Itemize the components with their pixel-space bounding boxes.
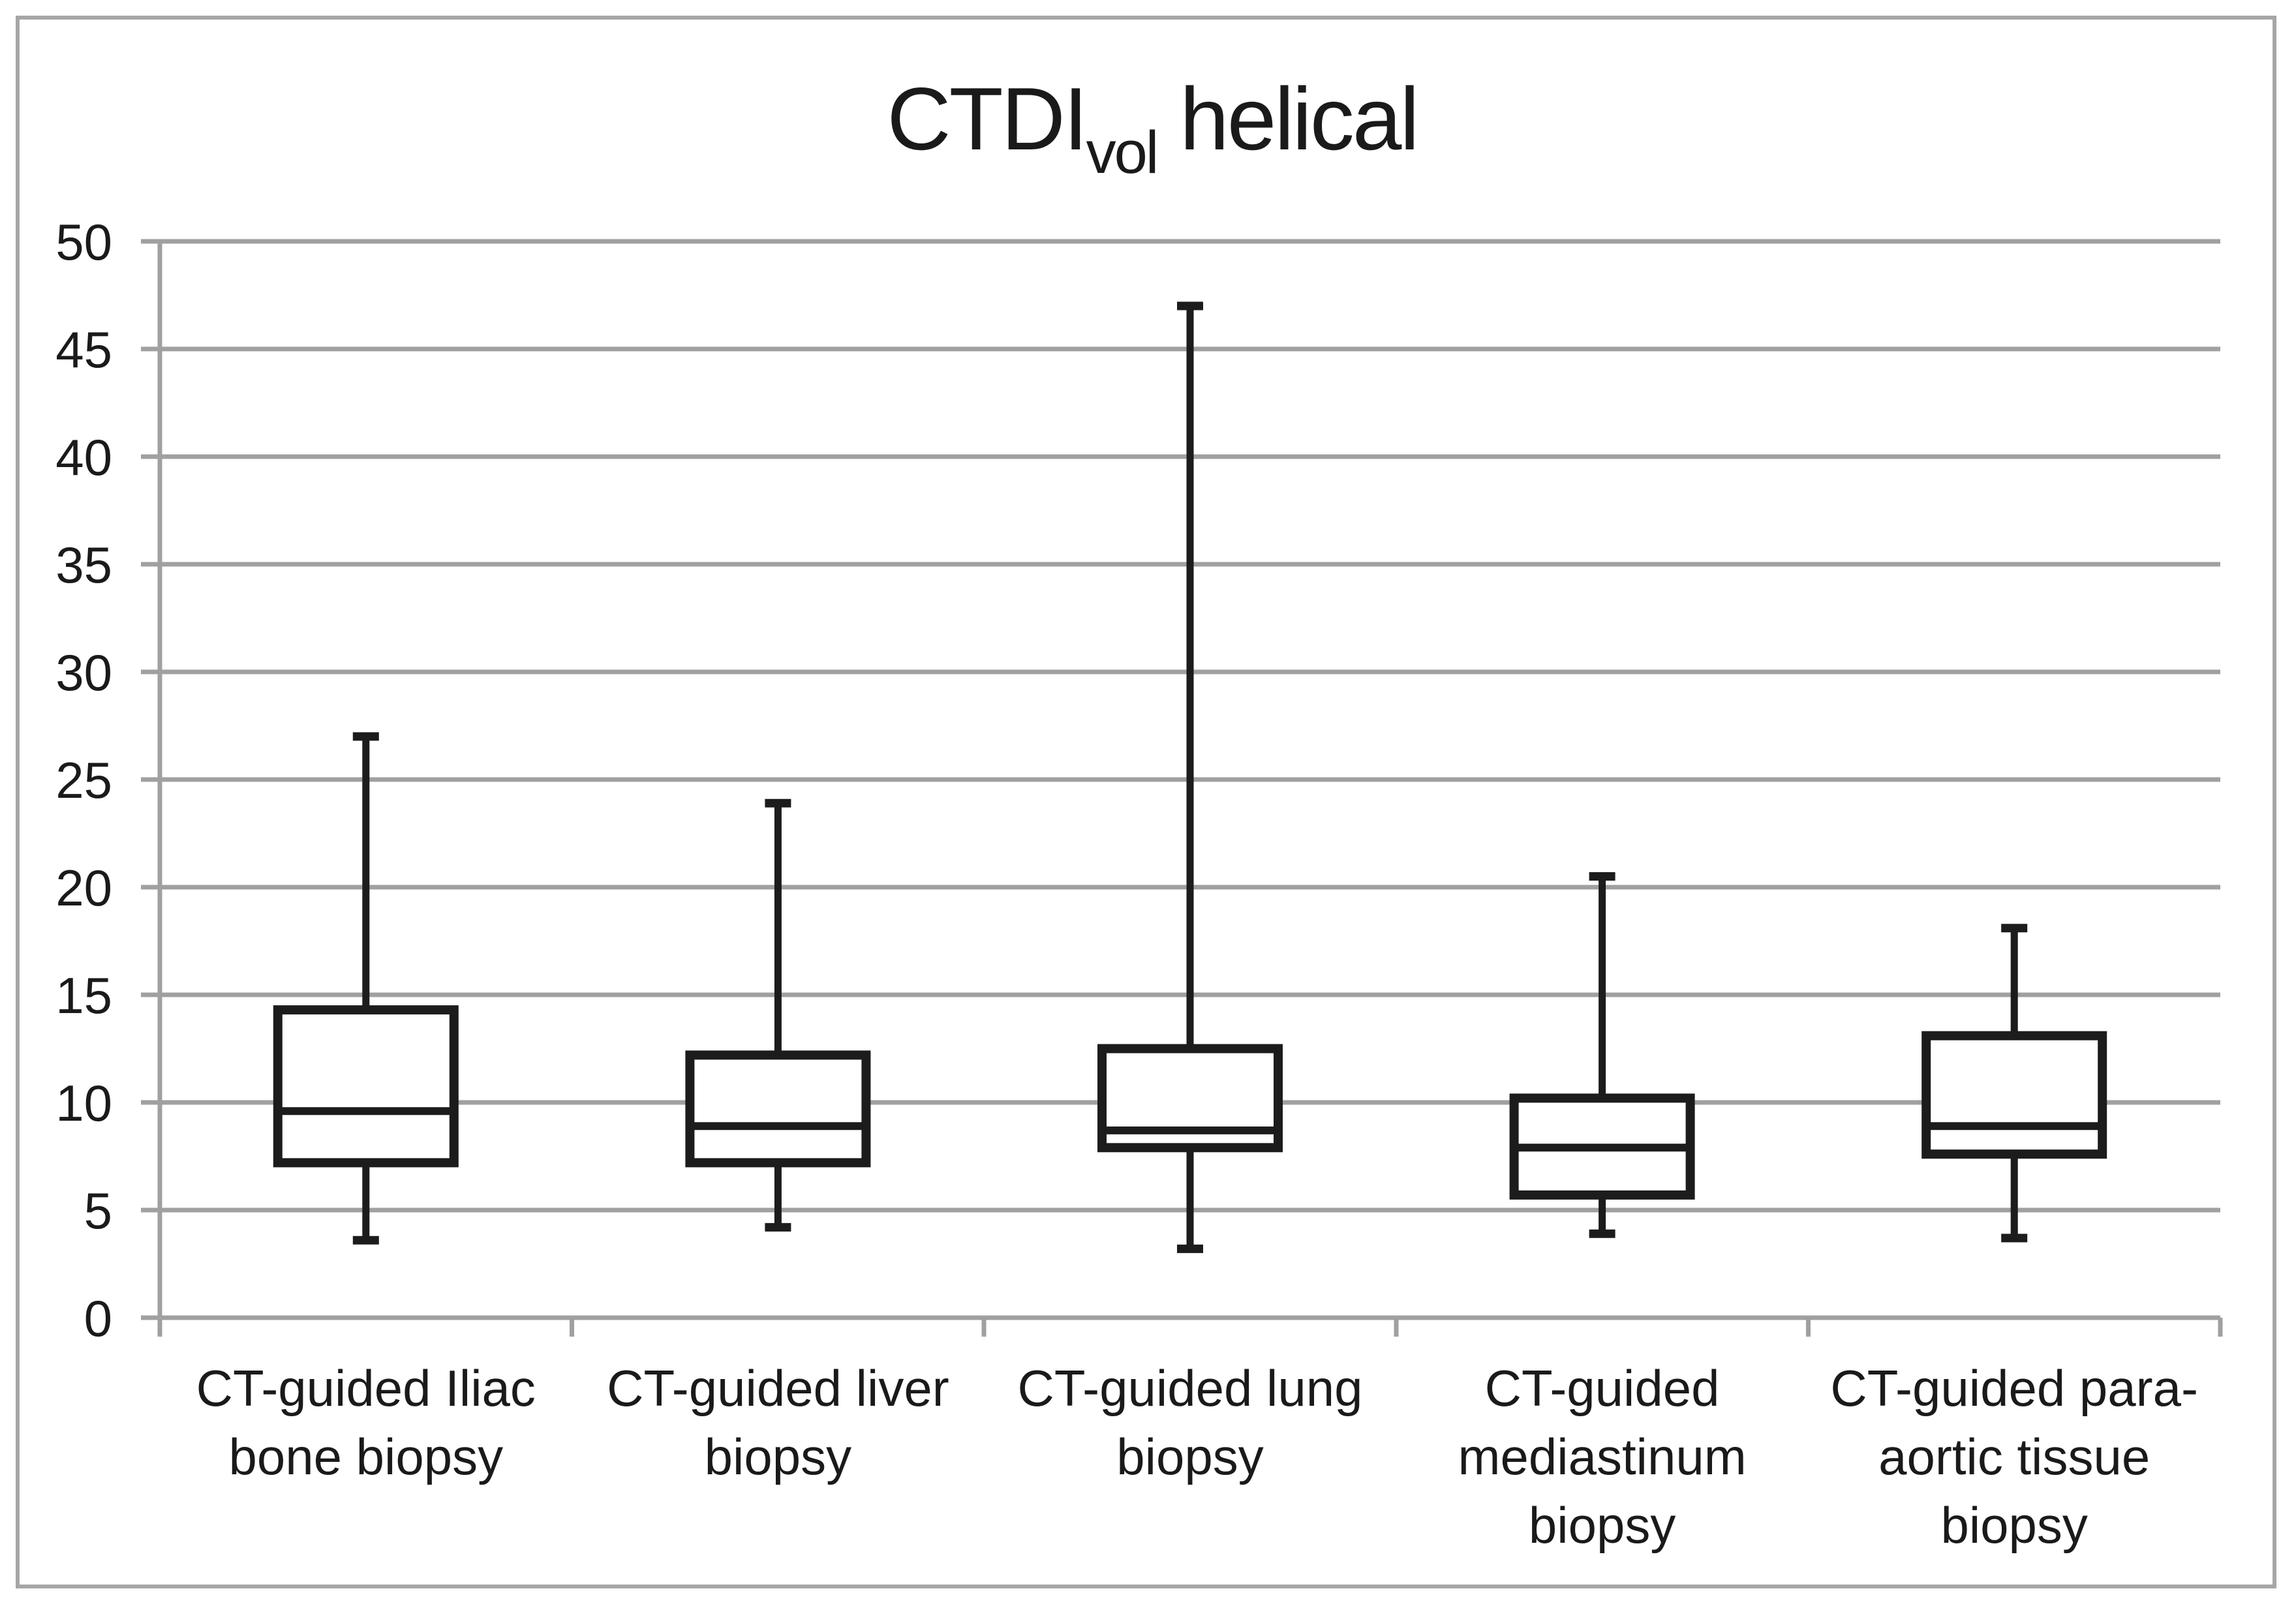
category-label-0: CT-guided Iliac bone biopsy	[196, 1359, 536, 1485]
y-tick-label-40: 40	[55, 429, 112, 486]
figure-border	[16, 16, 2276, 1588]
category-label-4-line-0: CT-guided para-	[1830, 1359, 2198, 1417]
y-tick-label-50: 50	[55, 213, 112, 271]
category-label-2-line-1: biopsy	[1116, 1428, 1263, 1485]
chart-title-subscript: vol	[1086, 119, 1159, 186]
category-label-2: CT-guided lung biopsy	[1017, 1359, 1362, 1485]
category-label-0-line-0: CT-guided Iliac	[196, 1359, 536, 1417]
y-tick-label-25: 25	[55, 751, 112, 809]
y-tick-label-5: 5	[84, 1182, 112, 1239]
chart-title-main: CTDI	[887, 69, 1088, 168]
chart-title-suffix: helical	[1157, 69, 1420, 168]
category-label-4-line-1: aortic tissue	[1878, 1428, 2150, 1485]
box-iqr-1	[685, 1050, 871, 1168]
category-label-0-line-1: bone biopsy	[228, 1428, 503, 1485]
y-tick-label-15: 15	[55, 967, 112, 1024]
box-iqr-4	[1921, 1031, 2107, 1159]
y-tick-label-35: 35	[55, 536, 112, 594]
category-label-1-line-1: biopsy	[705, 1428, 851, 1485]
category-label-4-line-2: biopsy	[1940, 1496, 2087, 1554]
y-tick-label-45: 45	[55, 321, 112, 378]
category-label-3-line-1: mediastinum	[1458, 1428, 1747, 1485]
category-label-4: CT-guided para-aortic tissue biopsy	[1830, 1359, 2198, 1554]
category-label-2-line-0: CT-guided lung	[1017, 1359, 1362, 1417]
y-tick-label-20: 20	[55, 859, 112, 917]
category-label-3: CT-guided mediastinum biopsy	[1458, 1359, 1747, 1554]
category-label-3-line-2: biopsy	[1529, 1496, 1676, 1554]
category-label-1-line-0: CT-guided liver	[607, 1359, 949, 1417]
box-iqr-0	[273, 1005, 459, 1168]
category-label-1: CT-guided liver biopsy	[607, 1359, 949, 1485]
category-label-3-line-0: CT-guided	[1485, 1359, 1720, 1417]
chart-title: CTDIvol helical	[887, 68, 1420, 187]
y-tick-label-0: 0	[84, 1290, 112, 1347]
y-tick-label-30: 30	[55, 644, 112, 701]
y-tick-label-10: 10	[55, 1074, 112, 1132]
